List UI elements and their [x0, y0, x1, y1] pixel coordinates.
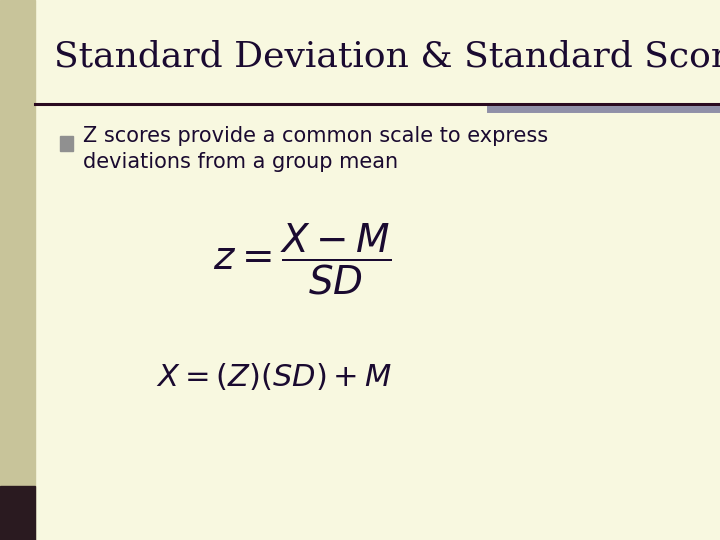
Text: Standard Deviation & Standard Scores: Standard Deviation & Standard Scores — [54, 40, 720, 73]
Text: $z = \dfrac{X - M}{SD}$: $z = \dfrac{X - M}{SD}$ — [213, 221, 392, 297]
Bar — [60, 136, 73, 151]
Text: $X = (Z)(SD) + M$: $X = (Z)(SD) + M$ — [156, 362, 392, 394]
Text: Z scores provide a common scale to express: Z scores provide a common scale to expre… — [83, 126, 548, 146]
Text: deviations from a group mean: deviations from a group mean — [83, 152, 398, 172]
Bar — [0, 0, 35, 540]
Bar — [0, 486, 35, 540]
